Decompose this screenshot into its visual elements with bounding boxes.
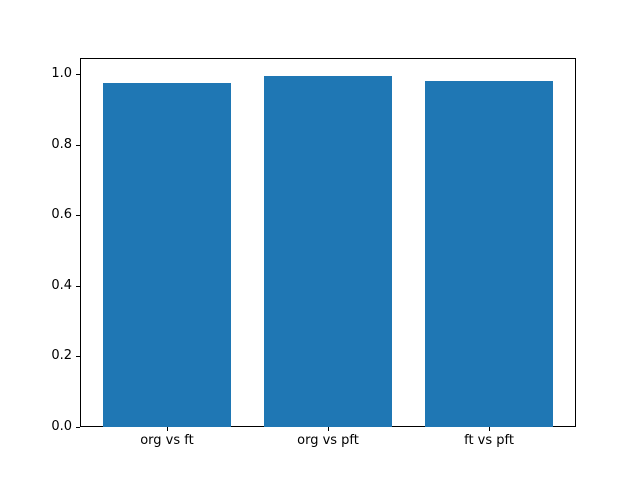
y-tick-mark [76, 215, 80, 217]
bar [263, 75, 393, 427]
y-tick-mark [76, 73, 80, 75]
y-tick-mark [76, 356, 80, 358]
y-tick-label: 0.8 [51, 136, 72, 152]
x-tick-label: ft vs pft [464, 433, 514, 448]
y-tick-label: 0.6 [51, 207, 72, 223]
y-tick-label: 1.0 [51, 65, 72, 81]
y-tick-label: 0.4 [51, 277, 72, 293]
y-tick-label: 0.2 [51, 348, 72, 364]
x-tick-label: org vs pft [297, 433, 359, 448]
bar [424, 80, 554, 427]
y-tick-mark [76, 427, 80, 428]
x-tick-mark [328, 427, 329, 431]
y-tick-mark [76, 144, 80, 146]
x-tick-mark [166, 427, 168, 431]
y-tick-mark [76, 285, 80, 287]
y-tick-label: 0.0 [51, 419, 72, 434]
bar [102, 82, 232, 427]
x-tick-label: org vs ft [140, 433, 194, 448]
x-tick-mark [489, 427, 491, 431]
